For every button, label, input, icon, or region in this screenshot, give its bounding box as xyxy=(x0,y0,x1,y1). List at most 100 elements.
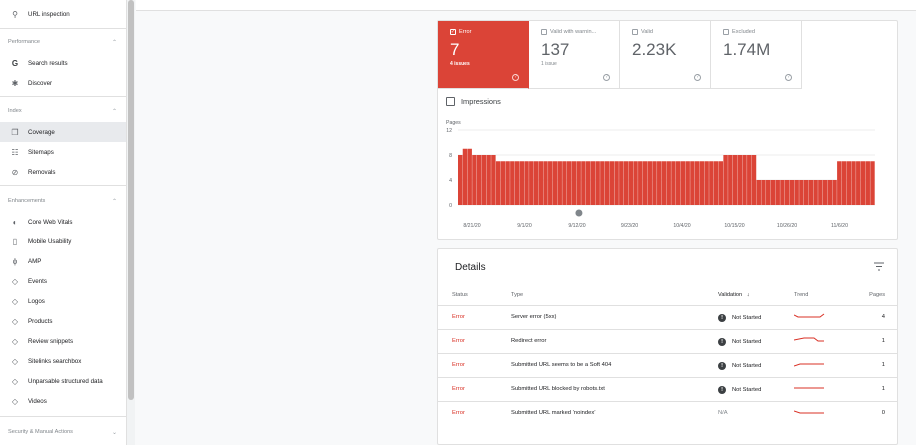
chart-bar[interactable] xyxy=(462,148,468,205)
chart-bar[interactable] xyxy=(472,155,477,205)
chart-bar[interactable] xyxy=(742,155,747,205)
sidebar-item-amp[interactable]: ϕ AMP xyxy=(0,251,126,271)
sidebar-item-coverage[interactable]: ❐ Coverage xyxy=(0,122,126,142)
chart-bar[interactable] xyxy=(533,161,539,205)
chart-bar[interactable] xyxy=(747,155,752,205)
tile-error[interactable]: ✓ Error 7 4 issues ? xyxy=(438,21,529,89)
scrollbar-thumb[interactable] xyxy=(128,0,134,400)
chart-bar[interactable] xyxy=(784,180,790,205)
chart-bar[interactable] xyxy=(870,161,875,205)
chart-bar[interactable] xyxy=(723,155,728,205)
tile-excluded[interactable]: Excluded 1.74M ? xyxy=(711,21,802,89)
column-header-pages[interactable]: Pages xyxy=(869,292,885,298)
sidebar-item-videos[interactable]: ◇ Videos xyxy=(0,391,126,411)
chart-bar[interactable] xyxy=(837,161,842,205)
chart-bar[interactable] xyxy=(529,161,534,205)
sidebar-item-products[interactable]: ◇ Products xyxy=(0,311,126,331)
chart-bar[interactable] xyxy=(794,180,799,205)
chart-bar[interactable] xyxy=(766,180,771,205)
sidebar-item-url-inspection[interactable]: ⚲ URL inspection xyxy=(0,4,126,24)
chart-bar[interactable] xyxy=(690,161,695,205)
chart-bar[interactable] xyxy=(633,161,638,205)
help-icon[interactable]: ? xyxy=(603,74,610,81)
chart-bar[interactable] xyxy=(619,161,624,205)
chart-bar[interactable] xyxy=(652,161,657,205)
table-row[interactable]: Error Submitted URL blocked by robots.txt… xyxy=(438,377,897,401)
help-icon[interactable]: ? xyxy=(694,74,701,81)
sidebar-item-sitemaps[interactable]: ☷ Sitemaps xyxy=(0,142,126,162)
info-dot-icon[interactable] xyxy=(575,209,583,217)
chart-bar[interactable] xyxy=(761,180,766,205)
sidebar-item-search-results[interactable]: G Search results xyxy=(0,53,126,73)
chart-bar[interactable] xyxy=(519,161,525,205)
chart-bar[interactable] xyxy=(543,161,548,205)
chart-bar[interactable] xyxy=(647,161,652,205)
table-row[interactable]: Error Submitted URL marked ‘noindex’ N/A 0 xyxy=(438,401,897,425)
chart-bar[interactable] xyxy=(699,161,705,205)
chart-bar[interactable] xyxy=(585,161,591,205)
sidebar-item-review-snippets[interactable]: ◇ Review snippets xyxy=(0,331,126,351)
chart-bar[interactable] xyxy=(486,155,491,205)
chart-bar[interactable] xyxy=(505,161,510,205)
column-header-trend[interactable]: Trend xyxy=(794,292,809,298)
chart-bar[interactable] xyxy=(638,161,643,205)
chart-bar[interactable] xyxy=(661,161,667,205)
chart-bar[interactable] xyxy=(458,155,463,205)
chart-bar[interactable] xyxy=(675,161,681,205)
chart-bar[interactable] xyxy=(709,161,714,205)
column-header-type[interactable]: Type xyxy=(511,292,524,298)
chart-bar[interactable] xyxy=(756,180,761,205)
chart-bar[interactable] xyxy=(642,161,648,205)
chart-bar[interactable] xyxy=(856,161,861,205)
chart-bar[interactable] xyxy=(841,161,847,205)
sidebar-section-security[interactable]: Security & Manual Actions ⌄ xyxy=(0,424,126,440)
column-header-validation[interactable]: Validation ↓ xyxy=(718,292,750,298)
sidebar-section-index[interactable]: Index ⌃ xyxy=(0,103,126,119)
chart-bar[interactable] xyxy=(628,161,634,205)
chart-bar[interactable] xyxy=(467,148,472,205)
sidebar-item-unparsable-structured-data[interactable]: ◇ Unparsable structured data xyxy=(0,371,126,391)
sidebar-item-logos[interactable]: ◇ Logos xyxy=(0,291,126,311)
sidebar-item-core-web-vitals[interactable]: ◐ Core Web Vitals xyxy=(0,212,126,232)
chart-bar[interactable] xyxy=(495,161,501,205)
chart-bar[interactable] xyxy=(737,155,743,205)
chart-bar[interactable] xyxy=(500,161,506,205)
sidebar-item-mobile-usability[interactable]: ▯ Mobile Usability xyxy=(0,231,126,251)
table-row[interactable]: Error Submitted URL seems to be a Soft 40… xyxy=(438,353,897,377)
chart-bar[interactable] xyxy=(562,161,567,205)
chart-bar[interactable] xyxy=(604,161,610,205)
impressions-toggle[interactable]: Impressions xyxy=(446,97,501,106)
sidebar-item-removals[interactable]: ⊘ Removals xyxy=(0,162,126,182)
chart-bar[interactable] xyxy=(476,155,482,205)
chart-bar[interactable] xyxy=(581,161,586,205)
chart-bar[interactable] xyxy=(822,180,828,205)
chart-bar[interactable] xyxy=(538,161,543,205)
chart-bar[interactable] xyxy=(803,180,809,205)
table-row[interactable]: Error Server error (5xx)! Not Started 4 xyxy=(438,305,897,329)
chart-bar[interactable] xyxy=(713,161,719,205)
table-row[interactable]: Error Redirect error! Not Started 1 xyxy=(438,329,897,353)
chart-bar[interactable] xyxy=(789,180,795,205)
chart-bar[interactable] xyxy=(566,161,572,205)
chart-bar[interactable] xyxy=(704,161,709,205)
chart-bar[interactable] xyxy=(799,180,804,205)
chart-bar[interactable] xyxy=(732,155,738,205)
column-header-status[interactable]: Status xyxy=(452,292,468,298)
chart-bar[interactable] xyxy=(491,155,496,205)
chart-bar[interactable] xyxy=(751,155,757,205)
help-icon[interactable]: ? xyxy=(785,74,792,81)
chart-bar[interactable] xyxy=(595,161,600,205)
chart-bar[interactable] xyxy=(818,180,823,205)
chart-bar[interactable] xyxy=(481,155,487,205)
sidebar-section-enhancements[interactable]: Enhancements ⌃ xyxy=(0,193,126,209)
sidebar-scrollbar[interactable] xyxy=(127,0,135,445)
sidebar-section-performance[interactable]: Performance ⌃ xyxy=(0,34,126,50)
chart-bar[interactable] xyxy=(680,161,686,205)
chart-bar[interactable] xyxy=(557,161,562,205)
chart-bar[interactable] xyxy=(514,161,520,205)
chart-bar[interactable] xyxy=(552,161,558,205)
chart-bar[interactable] xyxy=(813,180,818,205)
chart-bar[interactable] xyxy=(728,155,733,205)
chart-bar[interactable] xyxy=(827,180,833,205)
sidebar-item-events[interactable]: ◇ Events xyxy=(0,271,126,291)
